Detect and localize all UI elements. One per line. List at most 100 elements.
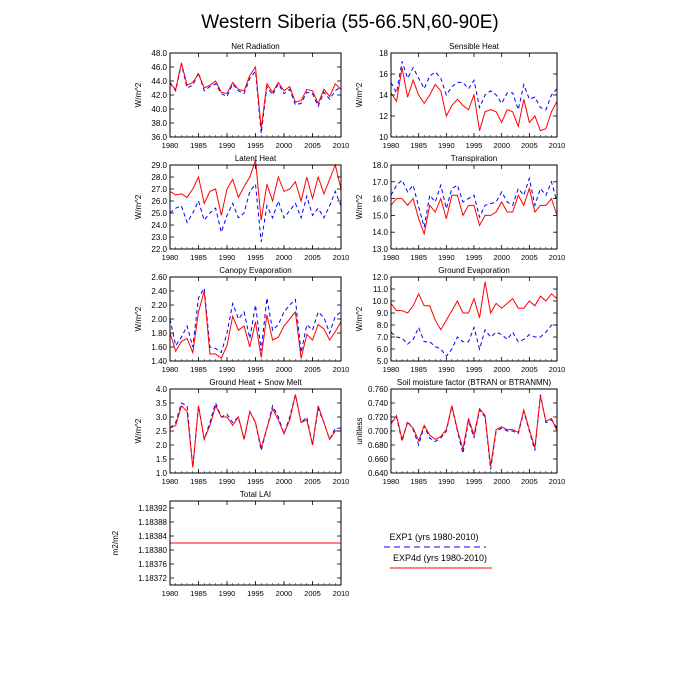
y-tick-label: 1.18392 xyxy=(138,504,167,513)
figure-title: Western Siberia (55-66.5N,60-90E) xyxy=(201,12,498,33)
series-line-exp1 xyxy=(390,394,558,470)
y-tick-label: 14 xyxy=(379,91,388,100)
x-tick-label: 1985 xyxy=(190,477,207,486)
x-tick-label: 2010 xyxy=(333,589,350,598)
y-tick-label: 0.660 xyxy=(368,455,389,464)
y-tick-label: 0.720 xyxy=(368,413,389,422)
panel-title: Ground Heat + Snow Melt xyxy=(209,378,302,387)
series-line-exp4d xyxy=(390,281,558,331)
x-tick-label: 1990 xyxy=(219,141,236,150)
x-tick-label: 1995 xyxy=(247,477,264,486)
x-tick-label: 1990 xyxy=(219,477,236,486)
panel-3: Latent Heat 22.0 23.0 24.0 25.0 26.0 27.0 28.0 2… xyxy=(134,154,349,262)
y-tick-label: 12 xyxy=(379,112,388,121)
x-tick-label: 2000 xyxy=(276,589,293,598)
y-tick-label: 40.0 xyxy=(151,105,167,114)
y-tick-label: 29.0 xyxy=(151,161,167,170)
legend-entry-exp1: EXP1 (yrs 1980-2010) xyxy=(384,532,486,548)
x-tick-label: 1995 xyxy=(466,365,483,374)
series-line-exp1 xyxy=(169,64,342,134)
x-tick-label: 1995 xyxy=(247,589,264,598)
x-tick-label: 2000 xyxy=(276,365,293,374)
x-tick-label: 2010 xyxy=(549,477,566,486)
x-tick-label: 1995 xyxy=(466,253,483,262)
x-tick-label: 2005 xyxy=(304,141,321,150)
x-tick-label: 1985 xyxy=(190,365,207,374)
plot-frame xyxy=(390,388,558,474)
x-tick-label: 1990 xyxy=(219,365,236,374)
y-tick-label: 2.00 xyxy=(151,315,167,324)
panel-title: Canopy Evaporation xyxy=(219,266,292,275)
panel-9: Total LAI 1.18372 1.18376 1.18380 1.18384 1.1… xyxy=(111,490,349,598)
x-tick-label: 2000 xyxy=(493,477,510,486)
x-tick-label: 2000 xyxy=(276,141,293,150)
panel-title: Total LAI xyxy=(240,490,271,499)
x-tick-label: 2010 xyxy=(333,141,350,150)
series-line-exp4d xyxy=(390,67,558,132)
panel-title: Net Radiation xyxy=(231,42,279,51)
y-tick-label: 13.0 xyxy=(372,245,388,254)
x-tick-label: 2000 xyxy=(493,141,510,150)
panel-8: Soil moisture factor (BTRAN or BTRANMN) 0… xyxy=(355,378,565,486)
x-tick-label: 2005 xyxy=(304,365,321,374)
y-axis-label: W/m^2 xyxy=(355,82,364,107)
x-tick-label: 1985 xyxy=(410,477,427,486)
legend: EXP1 (yrs 1980-2010) EXP4d (yrs 1980-201… xyxy=(384,532,492,569)
panel-5: Canopy Evaporation 1.40 1.60 1.80 2.00 2.20 2.… xyxy=(134,266,349,374)
x-tick-label: 2005 xyxy=(304,253,321,262)
y-tick-label: 44.0 xyxy=(151,77,167,86)
x-tick-label: 2005 xyxy=(304,477,321,486)
y-tick-label: 18 xyxy=(379,49,388,58)
x-tick-label: 1980 xyxy=(383,477,400,486)
x-tick-label: 2005 xyxy=(521,365,538,374)
y-tick-label: 18.0 xyxy=(372,161,388,170)
y-tick-label: 15.0 xyxy=(372,211,388,220)
plot-frame xyxy=(169,52,342,138)
x-tick-label: 1990 xyxy=(219,589,236,598)
x-tick-label: 1980 xyxy=(162,141,179,150)
y-tick-label: 8.0 xyxy=(377,321,389,330)
x-tick-label: 2000 xyxy=(493,253,510,262)
x-tick-label: 1990 xyxy=(438,253,455,262)
x-tick-label: 2010 xyxy=(333,365,350,374)
x-tick-label: 1995 xyxy=(466,141,483,150)
x-tick-label: 1990 xyxy=(219,253,236,262)
series-line-exp4d xyxy=(390,186,558,236)
x-tick-label: 2010 xyxy=(333,253,350,262)
y-tick-label: 9.0 xyxy=(377,309,389,318)
y-tick-label: 2.0 xyxy=(156,441,168,450)
legend-label-exp1: EXP1 (yrs 1980-2010) xyxy=(389,532,478,542)
y-tick-label: 22.0 xyxy=(151,245,167,254)
series-line-exp4d xyxy=(169,62,342,129)
x-tick-label: 2005 xyxy=(521,141,538,150)
panel-4: Transpiration 13.0 14.0 15.0 16.0 17.0 18.0 198… xyxy=(355,154,565,262)
y-tick-label: 42.0 xyxy=(151,91,167,100)
x-tick-label: 1980 xyxy=(162,589,179,598)
x-tick-label: 1985 xyxy=(410,365,427,374)
y-tick-label: 10.0 xyxy=(372,297,388,306)
y-tick-label: 48.0 xyxy=(151,49,167,58)
series-line-exp1 xyxy=(169,182,342,242)
y-tick-label: 0.640 xyxy=(368,469,389,478)
y-tick-label: 1.5 xyxy=(156,455,168,464)
y-axis-label: W/m^2 xyxy=(355,194,364,219)
panel-title: Transpiration xyxy=(451,154,497,163)
series-line-exp4d xyxy=(169,290,342,359)
y-tick-label: 4.0 xyxy=(156,385,168,394)
x-tick-label: 1995 xyxy=(247,365,264,374)
x-tick-label: 1980 xyxy=(162,477,179,486)
x-tick-label: 1985 xyxy=(190,141,207,150)
series-line-exp4d xyxy=(169,160,342,221)
legend-label-exp4d: EXP4d (yrs 1980-2010) xyxy=(393,553,487,563)
series-line-exp1 xyxy=(169,394,341,468)
x-tick-label: 2000 xyxy=(276,253,293,262)
panel-2: Sensible Heat 10 12 14 16 18 1980 1985 1990 1995 2… xyxy=(355,42,565,150)
y-tick-label: 16.0 xyxy=(372,195,388,204)
y-tick-label: 1.18384 xyxy=(138,532,167,541)
y-tick-label: 0.680 xyxy=(368,441,389,450)
x-tick-label: 1990 xyxy=(438,141,455,150)
x-tick-label: 1990 xyxy=(438,365,455,374)
x-tick-label: 1995 xyxy=(247,141,264,150)
y-axis-label: W/m^2 xyxy=(134,418,143,443)
x-tick-label: 1990 xyxy=(438,477,455,486)
